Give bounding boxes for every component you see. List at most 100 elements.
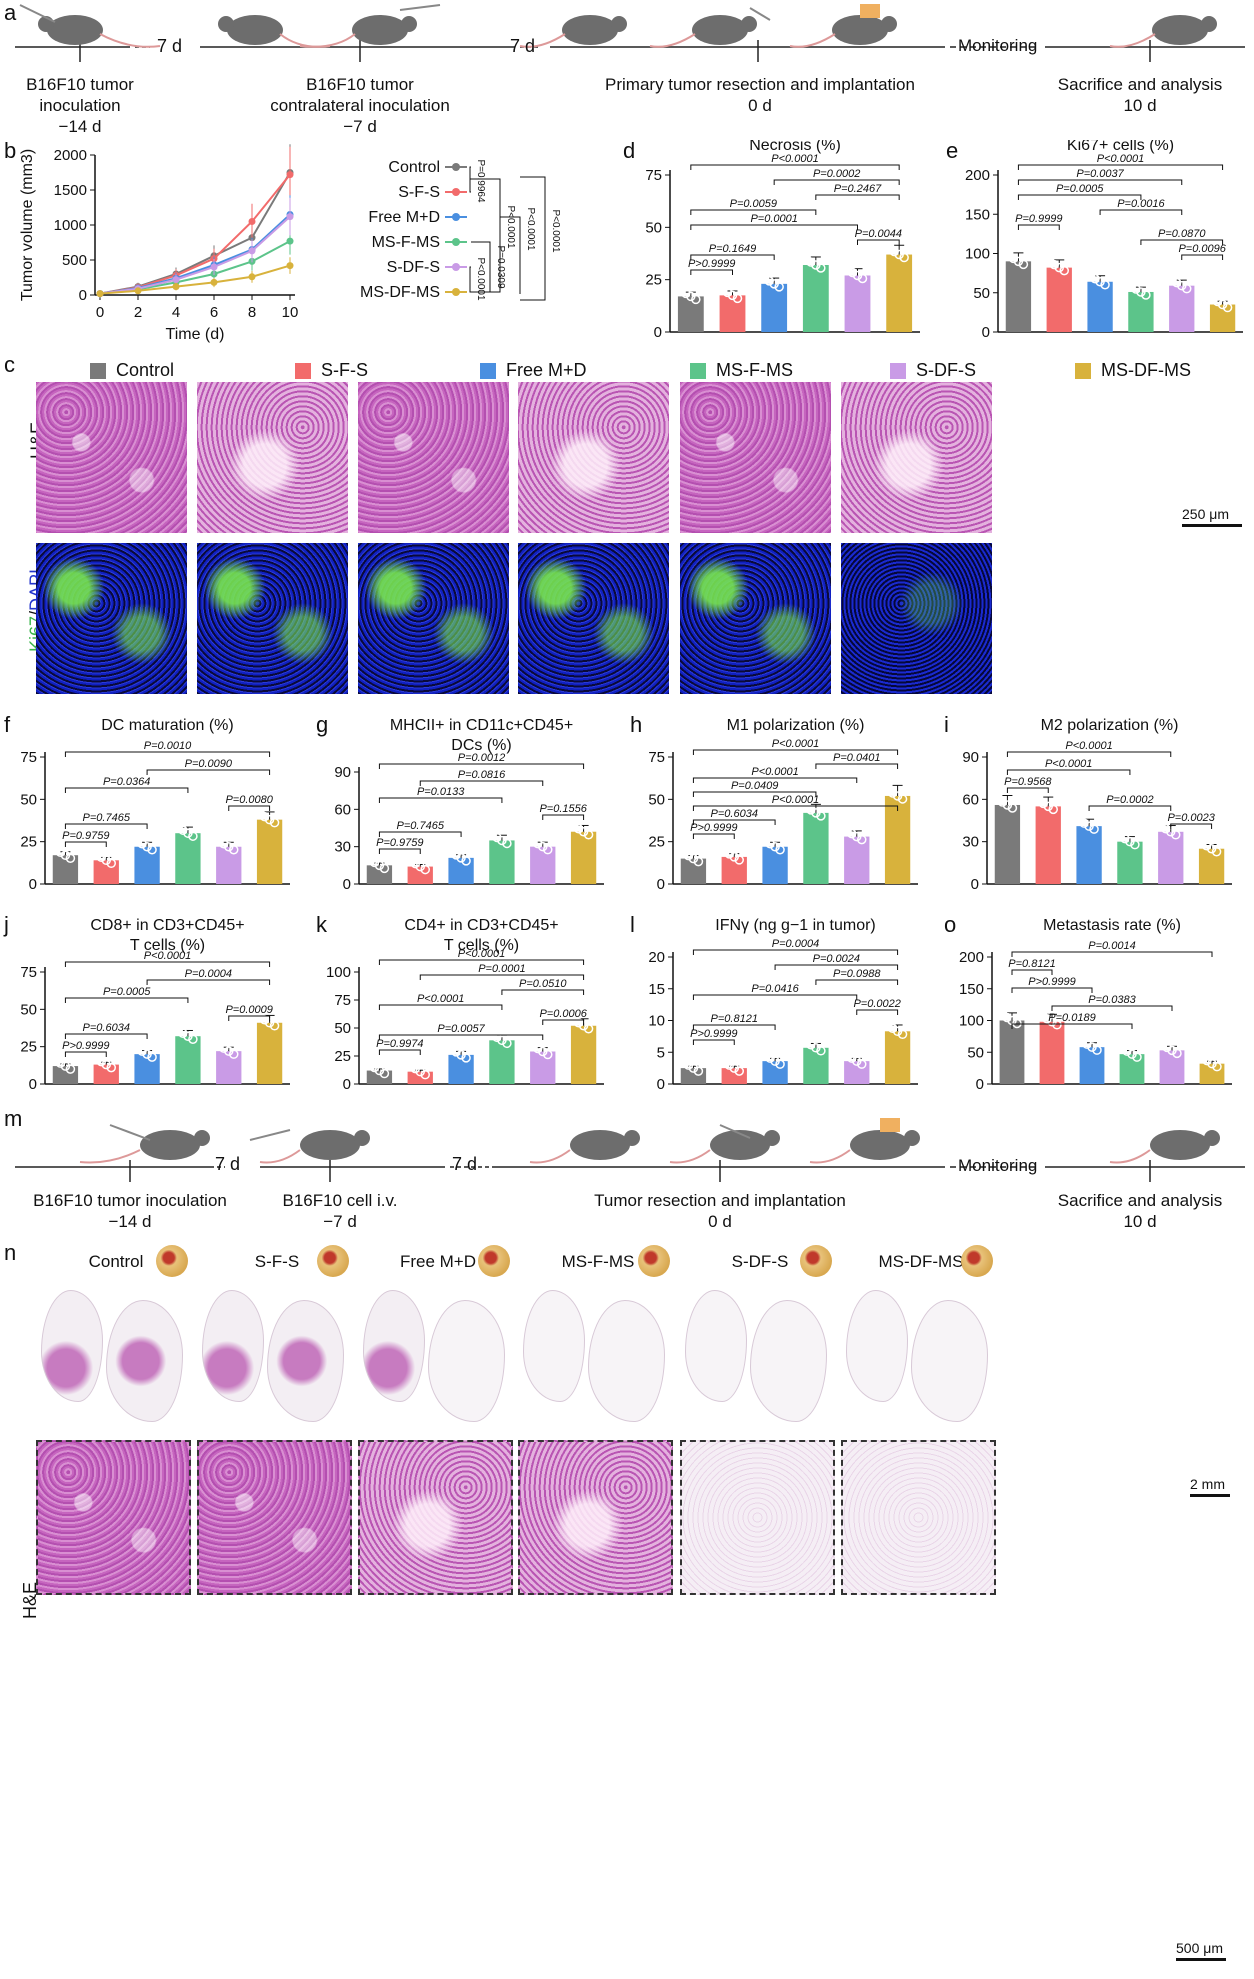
step-line: Primary tumor resection and implantation [605, 75, 915, 94]
lung-photo [800, 1245, 832, 1277]
bar [52, 1066, 79, 1084]
step-line: B16F10 tumor [26, 75, 134, 94]
stat-bracket [692, 805, 899, 811]
stat-bracket [1051, 1005, 1173, 1011]
data-dot [734, 855, 744, 865]
stat-label: P=0.9974 [376, 1038, 423, 1050]
y-tick-label: 0 [657, 1076, 665, 1093]
data-dot [1206, 843, 1217, 854]
group-legend: Control S-F-S Free M+D MS-F-MS S-DF-S MS-DF-M… [0, 355, 1254, 385]
stat-label: P=0.0816 [458, 769, 506, 781]
lung-photo [961, 1245, 993, 1277]
stat-bracket [692, 833, 735, 839]
stat-label: P<0.0001 [771, 153, 818, 165]
stat-label: P<0.0001 [525, 207, 536, 251]
chart-title: DCs (%) [451, 737, 511, 754]
chart-title: MHCII+ in CD11c+CD45+ [390, 717, 573, 734]
series-legend-label: MS-DF-MS [360, 284, 440, 301]
y-tick-label: 20 [648, 949, 665, 966]
data-dot [847, 267, 858, 278]
timeline-m-step-2: B16F10 cell i.v. −7 d [265, 1190, 415, 1232]
panel-letter-d: d [623, 138, 636, 163]
bar [802, 265, 829, 332]
data-dot [1162, 1042, 1172, 1053]
data-dot [892, 791, 903, 801]
stat-label: P<0.0001 [772, 794, 819, 806]
data-dot [693, 856, 704, 867]
stat-bracket [146, 769, 271, 775]
legend-item: MS-DF-MS [1075, 360, 1191, 381]
data-point [172, 276, 180, 284]
data-dot [1082, 1039, 1092, 1049]
lung-photo [156, 1245, 188, 1277]
data-dot [1049, 259, 1059, 270]
series-legend-label: S-F-S [398, 184, 440, 201]
bar [1005, 261, 1032, 332]
data-dot [60, 1061, 71, 1071]
panel-letter-f: f [4, 712, 11, 737]
stat-bracket [815, 763, 899, 769]
data-dot [188, 1034, 198, 1044]
legend-swatch [90, 362, 106, 379]
y-tick-label: 200 [959, 949, 984, 966]
timeline-a-monitoring: Monitoring [958, 36, 1038, 55]
scale-line [1176, 1958, 1226, 1961]
series-legend-label: MS-F-MS [372, 234, 440, 251]
data-dot [96, 1056, 106, 1067]
timeline-a-gap-2: 7 d [510, 36, 536, 56]
lung-section [750, 1300, 827, 1422]
timeline-m-step-3: Tumor resection and implantation 0 d [560, 1190, 880, 1232]
y-tick-label: 50 [648, 791, 665, 808]
data-dot [847, 1053, 857, 1063]
data-dot [543, 1049, 553, 1060]
stat-bracket [378, 797, 503, 803]
stat-label: P=0.7465 [83, 812, 131, 824]
series-legend-label: Control [388, 159, 440, 176]
data-point [210, 278, 218, 286]
data-dot [55, 1058, 66, 1068]
step-line: Sacrifice and analysis [1057, 75, 1223, 94]
data-dot [188, 831, 198, 841]
y-tick-label: 10 [648, 1013, 665, 1030]
chart-title: Metastasis rate (%) [1043, 917, 1181, 934]
m1-bar-chart: M1 polarization (%) 0 25 50 75 P<0.0001 P=0.04… [648, 717, 918, 893]
he-micrograph [36, 382, 187, 533]
bar [1128, 291, 1154, 332]
y-tick-label: 0 [79, 287, 87, 304]
timeline-m-step-4: Sacrifice and analysis 10 d [1040, 1190, 1240, 1232]
stat-bracket [378, 1004, 503, 1010]
data-dot [492, 1032, 502, 1043]
data-dot [1177, 280, 1187, 291]
stat-label: P=0.9568 [1004, 776, 1052, 788]
step-line: B16F10 tumor inoculation [33, 1191, 227, 1210]
stat-label: P=0.0022 [853, 998, 900, 1010]
lung-section [911, 1300, 988, 1422]
stat-label: P=0.0004 [185, 968, 232, 980]
stat-label: P=0.0044 [855, 228, 902, 240]
lung-group-label: MS-F-MS [561, 1252, 635, 1271]
step-line: Sacrifice and analysis [1057, 1191, 1223, 1210]
y-tick-label: 75 [20, 964, 37, 981]
data-dot [578, 826, 589, 837]
data-dot [722, 287, 733, 298]
stat-bracket [1011, 951, 1213, 957]
stat-label: P=0.0309 [495, 245, 506, 289]
panel-letter-j: j [4, 912, 9, 937]
chart-title: T cells (%) [130, 937, 205, 954]
data-dot [857, 1059, 867, 1069]
stat-label: P=0.0012 [458, 752, 505, 764]
stat-bracket [471, 241, 491, 293]
data-dot [1043, 801, 1053, 812]
data-dot [178, 1028, 188, 1038]
stat-bracket [692, 777, 858, 783]
scale-bar-he: 250 μm [1182, 506, 1242, 527]
lung-section [41, 1290, 103, 1402]
timeline-m-gap-1: 7 d [215, 1154, 241, 1174]
stat-label: P=0.6034 [711, 808, 758, 820]
data-dot [1100, 280, 1110, 290]
lung-photo [478, 1245, 510, 1277]
scale-line [1190, 1494, 1230, 1497]
timeline-a-step-2: B16F10 tumor contralateral inoculation −… [250, 74, 470, 137]
lung-zoom-micrograph [36, 1440, 191, 1595]
stat-bracket [1088, 805, 1172, 811]
